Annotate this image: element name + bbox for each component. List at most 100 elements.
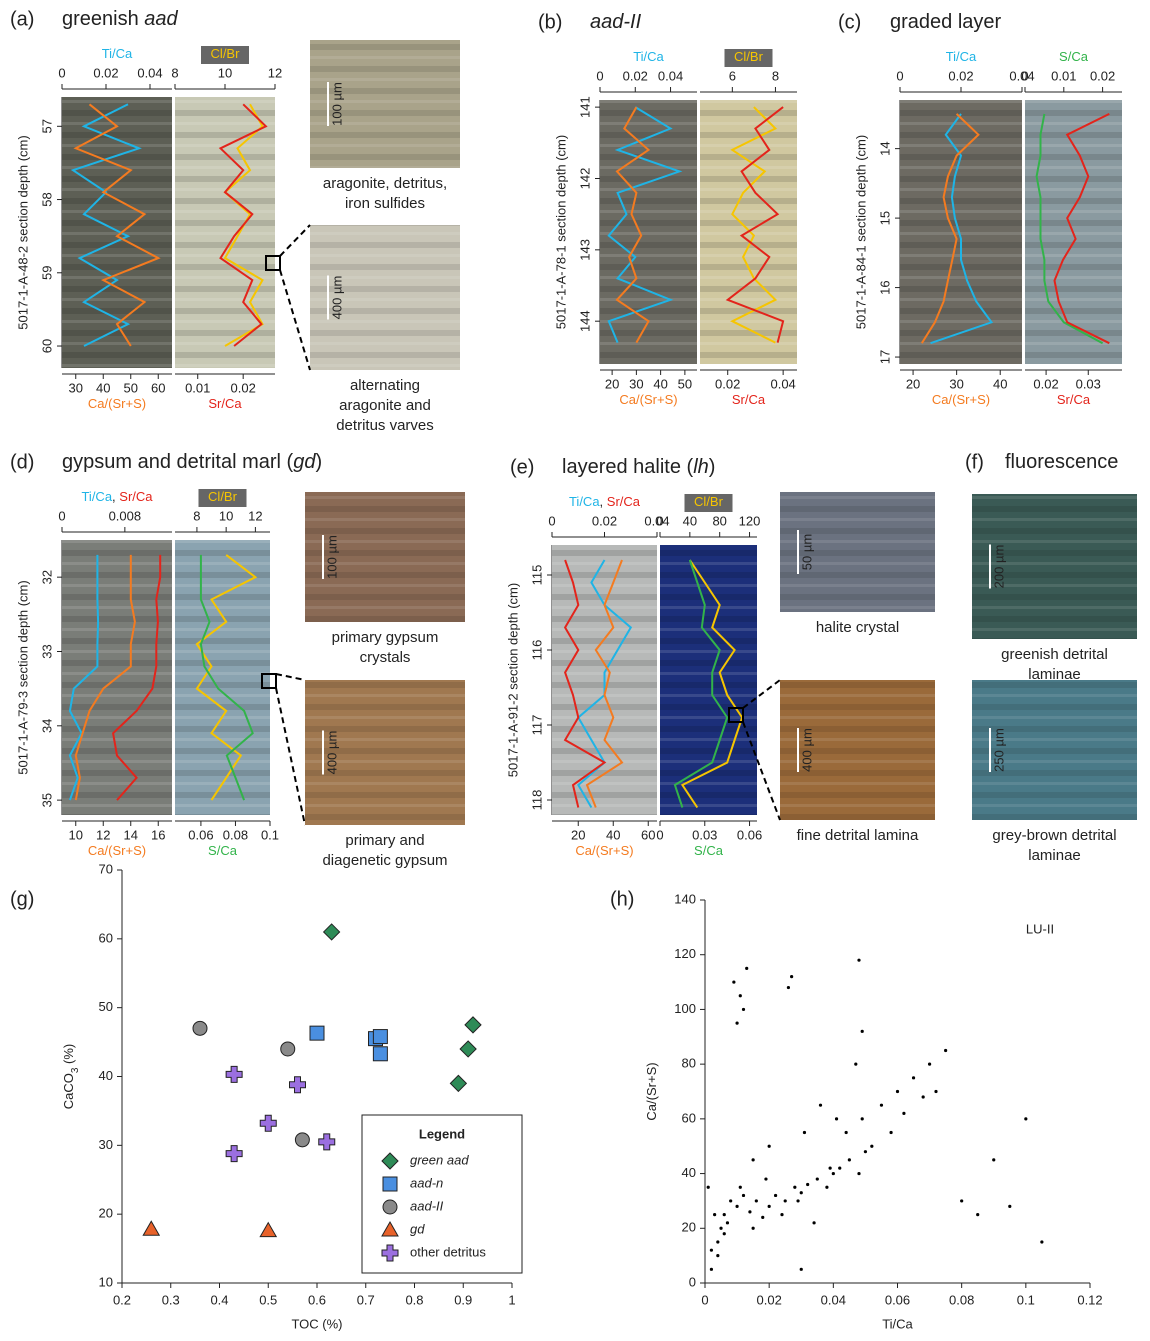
core-texture (600, 100, 697, 364)
core-texture (900, 100, 1022, 364)
axis-tick-label: 0.06 (188, 827, 213, 842)
axis-tick-label: 12 (268, 65, 282, 80)
axis-label: Ti/Ca, Sr/Ca (569, 494, 641, 509)
annotation: LU-II (1026, 921, 1054, 936)
dot (799, 1191, 803, 1195)
panel-label: (c) (838, 11, 861, 33)
y-tick-label: 80 (682, 1056, 696, 1071)
dot (748, 1210, 752, 1214)
y-tick-label: 20 (99, 1206, 113, 1221)
axis-tick-label: 50 (124, 380, 138, 395)
photo-caption: laminae (1028, 847, 1081, 864)
x-tick-label: 0.6 (308, 1292, 326, 1307)
dot (857, 958, 861, 962)
axis-tick-label: 0 (58, 508, 65, 523)
axis-label: Ca/(Sr+S) (932, 392, 990, 407)
dot (870, 1144, 874, 1148)
text-part: Ti/Ca (946, 49, 977, 64)
legend-label: aad-II (410, 1198, 444, 1213)
axis-tick-label: 60 (151, 380, 165, 395)
axis-tick-label: 14 (124, 827, 138, 842)
axis-tick-label: 0.02 (623, 68, 648, 83)
scale-label: 400 µm (324, 731, 339, 775)
dot (735, 1204, 739, 1208)
x-tick-label: 0 (701, 1292, 708, 1307)
text-part: aad-II (590, 11, 642, 33)
dot (735, 1021, 739, 1025)
square-marker (309, 1025, 325, 1041)
dot (722, 1213, 726, 1217)
depth-axis-label: 5017-1-A-78-1 section depth (cm) (553, 135, 568, 329)
scale-label: 250 µm (991, 728, 1006, 772)
text-part: aad (144, 8, 178, 30)
dot (729, 1199, 733, 1203)
text-part: lh (693, 456, 709, 478)
y-tick-label: 50 (99, 999, 113, 1014)
y-axis-label: CaCO3 (%) (61, 1044, 81, 1110)
photo-caption: grey-brown detrital (992, 827, 1116, 844)
text-part: S/Ca (694, 843, 724, 858)
panel-label: (g) (10, 888, 34, 910)
dot (1024, 1117, 1028, 1121)
dot (761, 1215, 765, 1219)
scale-label: 50 µm (799, 534, 814, 570)
axis-label: Ca/(Sr+S) (88, 843, 146, 858)
axis-label: Ti/Ca (946, 49, 977, 64)
depth-tick-label: 57 (39, 119, 54, 133)
zoom-box (261, 673, 277, 689)
diamond-marker (449, 1074, 468, 1093)
dot (786, 985, 791, 990)
dot (725, 1221, 730, 1225)
dot (895, 1089, 900, 1094)
text-part: S/Ca (208, 843, 238, 858)
axis-label: Ca/(Sr+S) (575, 843, 633, 858)
axis-tick-label: 50 (678, 376, 692, 391)
panel-title: layered halite (lh) (562, 456, 715, 478)
axis-tick-label: 0.04 (644, 513, 669, 528)
axis-label: Cl/Br (734, 49, 764, 64)
axis-tick-label: 8 (171, 65, 178, 80)
photo-caption: crystals (360, 649, 411, 666)
photo-texture (780, 680, 935, 820)
depth-axis-label: 5017-1-A-91-2 section depth (cm) (505, 583, 520, 777)
axis-tick-label: 40 (683, 513, 697, 528)
depth-tick-label: 141 (577, 96, 592, 118)
axis-label: Cl/Br (694, 494, 724, 509)
axis-tick-label: 0.01 (1051, 68, 1076, 83)
axis-tick-label: 0.04 (770, 376, 795, 391)
dot (713, 1213, 717, 1217)
panel-title: greenish aad (62, 8, 179, 30)
photo-caption: diagenetic gypsum (322, 852, 447, 869)
text-part: ) (709, 456, 716, 478)
core-texture (660, 545, 757, 815)
axis-tick-label: 120 (739, 513, 761, 528)
axis-label: Ti/Ca, Sr/Ca (81, 489, 153, 504)
depth-tick-label: 58 (39, 192, 54, 206)
dot (793, 1185, 797, 1189)
photo-caption: aragonite, detritus, (323, 175, 447, 192)
square-marker (382, 1176, 398, 1192)
dot (847, 1158, 851, 1162)
axis-tick-label: 8 (193, 508, 200, 523)
photo-texture (305, 680, 465, 825)
dot (825, 1185, 829, 1189)
dot (764, 1177, 768, 1181)
dot (802, 1130, 807, 1135)
axis-label: S/Ca (208, 843, 238, 858)
zoom-line (279, 224, 311, 257)
profile-line (730, 106, 778, 344)
x-axis-label: Ti/Ca (882, 1316, 913, 1331)
dot (741, 1193, 746, 1198)
axis-tick-label: 0.03 (692, 827, 717, 842)
axis-tick-label: 30 (629, 376, 643, 391)
plus-marker (259, 1114, 277, 1132)
y-tick-label: 40 (682, 1165, 696, 1180)
panel-title: gypsum and detrital marl (gd) (62, 451, 322, 473)
axis-tick-label: 16 (151, 827, 165, 842)
core-texture (62, 97, 172, 368)
profile-line (1035, 113, 1104, 345)
dot (709, 1267, 714, 1271)
axis-tick-label: 0.02 (1090, 68, 1115, 83)
zoom-line (275, 687, 306, 826)
depth-tick-label: 35 (39, 793, 54, 807)
